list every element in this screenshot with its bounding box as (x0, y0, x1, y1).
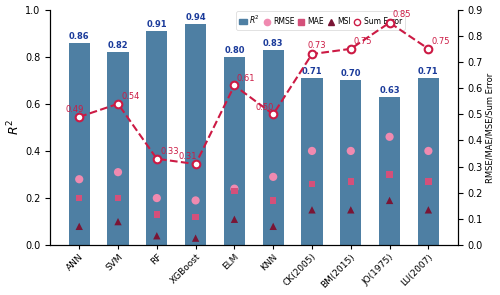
Point (347, 207, 355, 212)
Text: 0.94: 0.94 (186, 13, 206, 22)
Point (269, 175, 277, 179)
Point (386, 172, 394, 177)
Text: 0.80: 0.80 (224, 46, 244, 55)
Point (230, 189, 238, 193)
Bar (302, 78, 322, 245)
Text: 0.85: 0.85 (392, 10, 411, 19)
Point (114, 170, 122, 175)
Point (230, 186, 238, 191)
Point (230, 217, 238, 222)
Bar (379, 97, 400, 245)
Point (347, 149, 355, 153)
Point (114, 219, 122, 224)
Point (192, 236, 200, 240)
Point (75, 196, 83, 200)
Point (386, 198, 394, 203)
Text: 0.49: 0.49 (66, 105, 84, 114)
Text: 0.71: 0.71 (418, 67, 438, 76)
Text: 0.70: 0.70 (340, 69, 361, 78)
Text: 0.33: 0.33 (160, 147, 180, 156)
Point (192, 214, 200, 219)
Text: 0.82: 0.82 (108, 41, 128, 50)
Text: 0.91: 0.91 (146, 20, 167, 29)
Text: 0.54: 0.54 (122, 92, 141, 101)
Bar (262, 50, 284, 245)
Text: 0.75: 0.75 (354, 37, 372, 46)
Bar (185, 24, 206, 245)
Text: 0.75: 0.75 (432, 37, 450, 46)
Bar (108, 52, 128, 245)
Point (269, 224, 277, 229)
Point (269, 198, 277, 203)
Point (424, 179, 432, 184)
Bar (146, 31, 168, 245)
Point (424, 207, 432, 212)
Point (114, 196, 122, 200)
Text: 0.86: 0.86 (69, 32, 89, 41)
Text: 0.83: 0.83 (263, 39, 283, 48)
Text: 0.73: 0.73 (308, 41, 326, 50)
Point (386, 135, 394, 139)
Y-axis label: RMSE/MAE/MSE/Sum Error: RMSE/MAE/MSE/Sum Error (486, 72, 494, 183)
Point (347, 179, 355, 184)
Point (308, 182, 316, 186)
Text: 0.61: 0.61 (236, 74, 255, 83)
Text: 0.71: 0.71 (302, 67, 322, 76)
Text: 0.50: 0.50 (256, 103, 274, 112)
Point (192, 198, 200, 203)
Bar (418, 78, 439, 245)
Point (153, 212, 161, 217)
Bar (68, 42, 90, 245)
Point (153, 233, 161, 238)
Point (75, 224, 83, 229)
Bar (340, 80, 361, 245)
Bar (224, 57, 245, 245)
Text: 0.31: 0.31 (178, 153, 197, 161)
Point (308, 207, 316, 212)
Point (153, 196, 161, 200)
Text: 0.63: 0.63 (380, 86, 400, 95)
Legend: $R^2$, RMSE, MAE, MSI, Sum Error: $R^2$, RMSE, MAE, MSI, Sum Error (236, 11, 405, 30)
Point (424, 149, 432, 153)
Y-axis label: $R^2$: $R^2$ (6, 119, 22, 135)
Point (308, 149, 316, 153)
Point (75, 177, 83, 182)
